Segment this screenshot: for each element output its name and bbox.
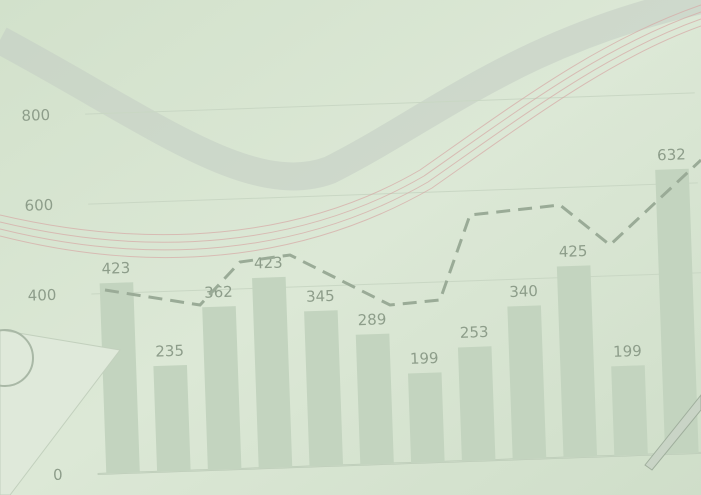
grid-line xyxy=(88,182,698,205)
bar xyxy=(153,365,191,472)
bar xyxy=(457,346,496,462)
value-label: 425 xyxy=(558,242,587,261)
value-label: 362 xyxy=(204,283,233,302)
y-tick-label: 800 xyxy=(21,106,50,125)
bar xyxy=(355,333,394,465)
value-label: 289 xyxy=(357,310,386,329)
bar xyxy=(556,265,598,458)
value-label: 235 xyxy=(155,342,184,361)
bar xyxy=(507,305,547,460)
y-tick-label: 600 xyxy=(24,196,53,215)
value-label: 199 xyxy=(410,349,439,368)
dashed-line xyxy=(104,158,701,307)
curves xyxy=(0,4,701,259)
bar xyxy=(252,276,293,469)
bar xyxy=(304,310,344,467)
y-tick-label: 400 xyxy=(27,286,56,305)
grid-line xyxy=(91,272,701,295)
swoosh xyxy=(0,0,701,191)
value-label: 340 xyxy=(509,282,538,301)
y-tick-label: 0 xyxy=(53,466,63,484)
value-label: 199 xyxy=(613,342,642,361)
grid-line xyxy=(85,92,695,115)
value-label: 423 xyxy=(254,254,283,273)
bar xyxy=(655,168,699,455)
button-ring xyxy=(0,329,34,387)
value-label: 632 xyxy=(657,145,686,164)
pen xyxy=(644,394,701,471)
bar xyxy=(407,372,445,463)
value-label: 423 xyxy=(101,259,130,278)
value-label: 253 xyxy=(460,323,489,342)
bar xyxy=(99,282,140,474)
grid-line xyxy=(97,452,701,475)
bar xyxy=(611,365,648,456)
bar xyxy=(202,306,242,471)
value-label: 345 xyxy=(306,287,335,306)
chart: 0 400 600 800 423 235 362 423 345 289 199 253 340 425… xyxy=(21,92,701,484)
